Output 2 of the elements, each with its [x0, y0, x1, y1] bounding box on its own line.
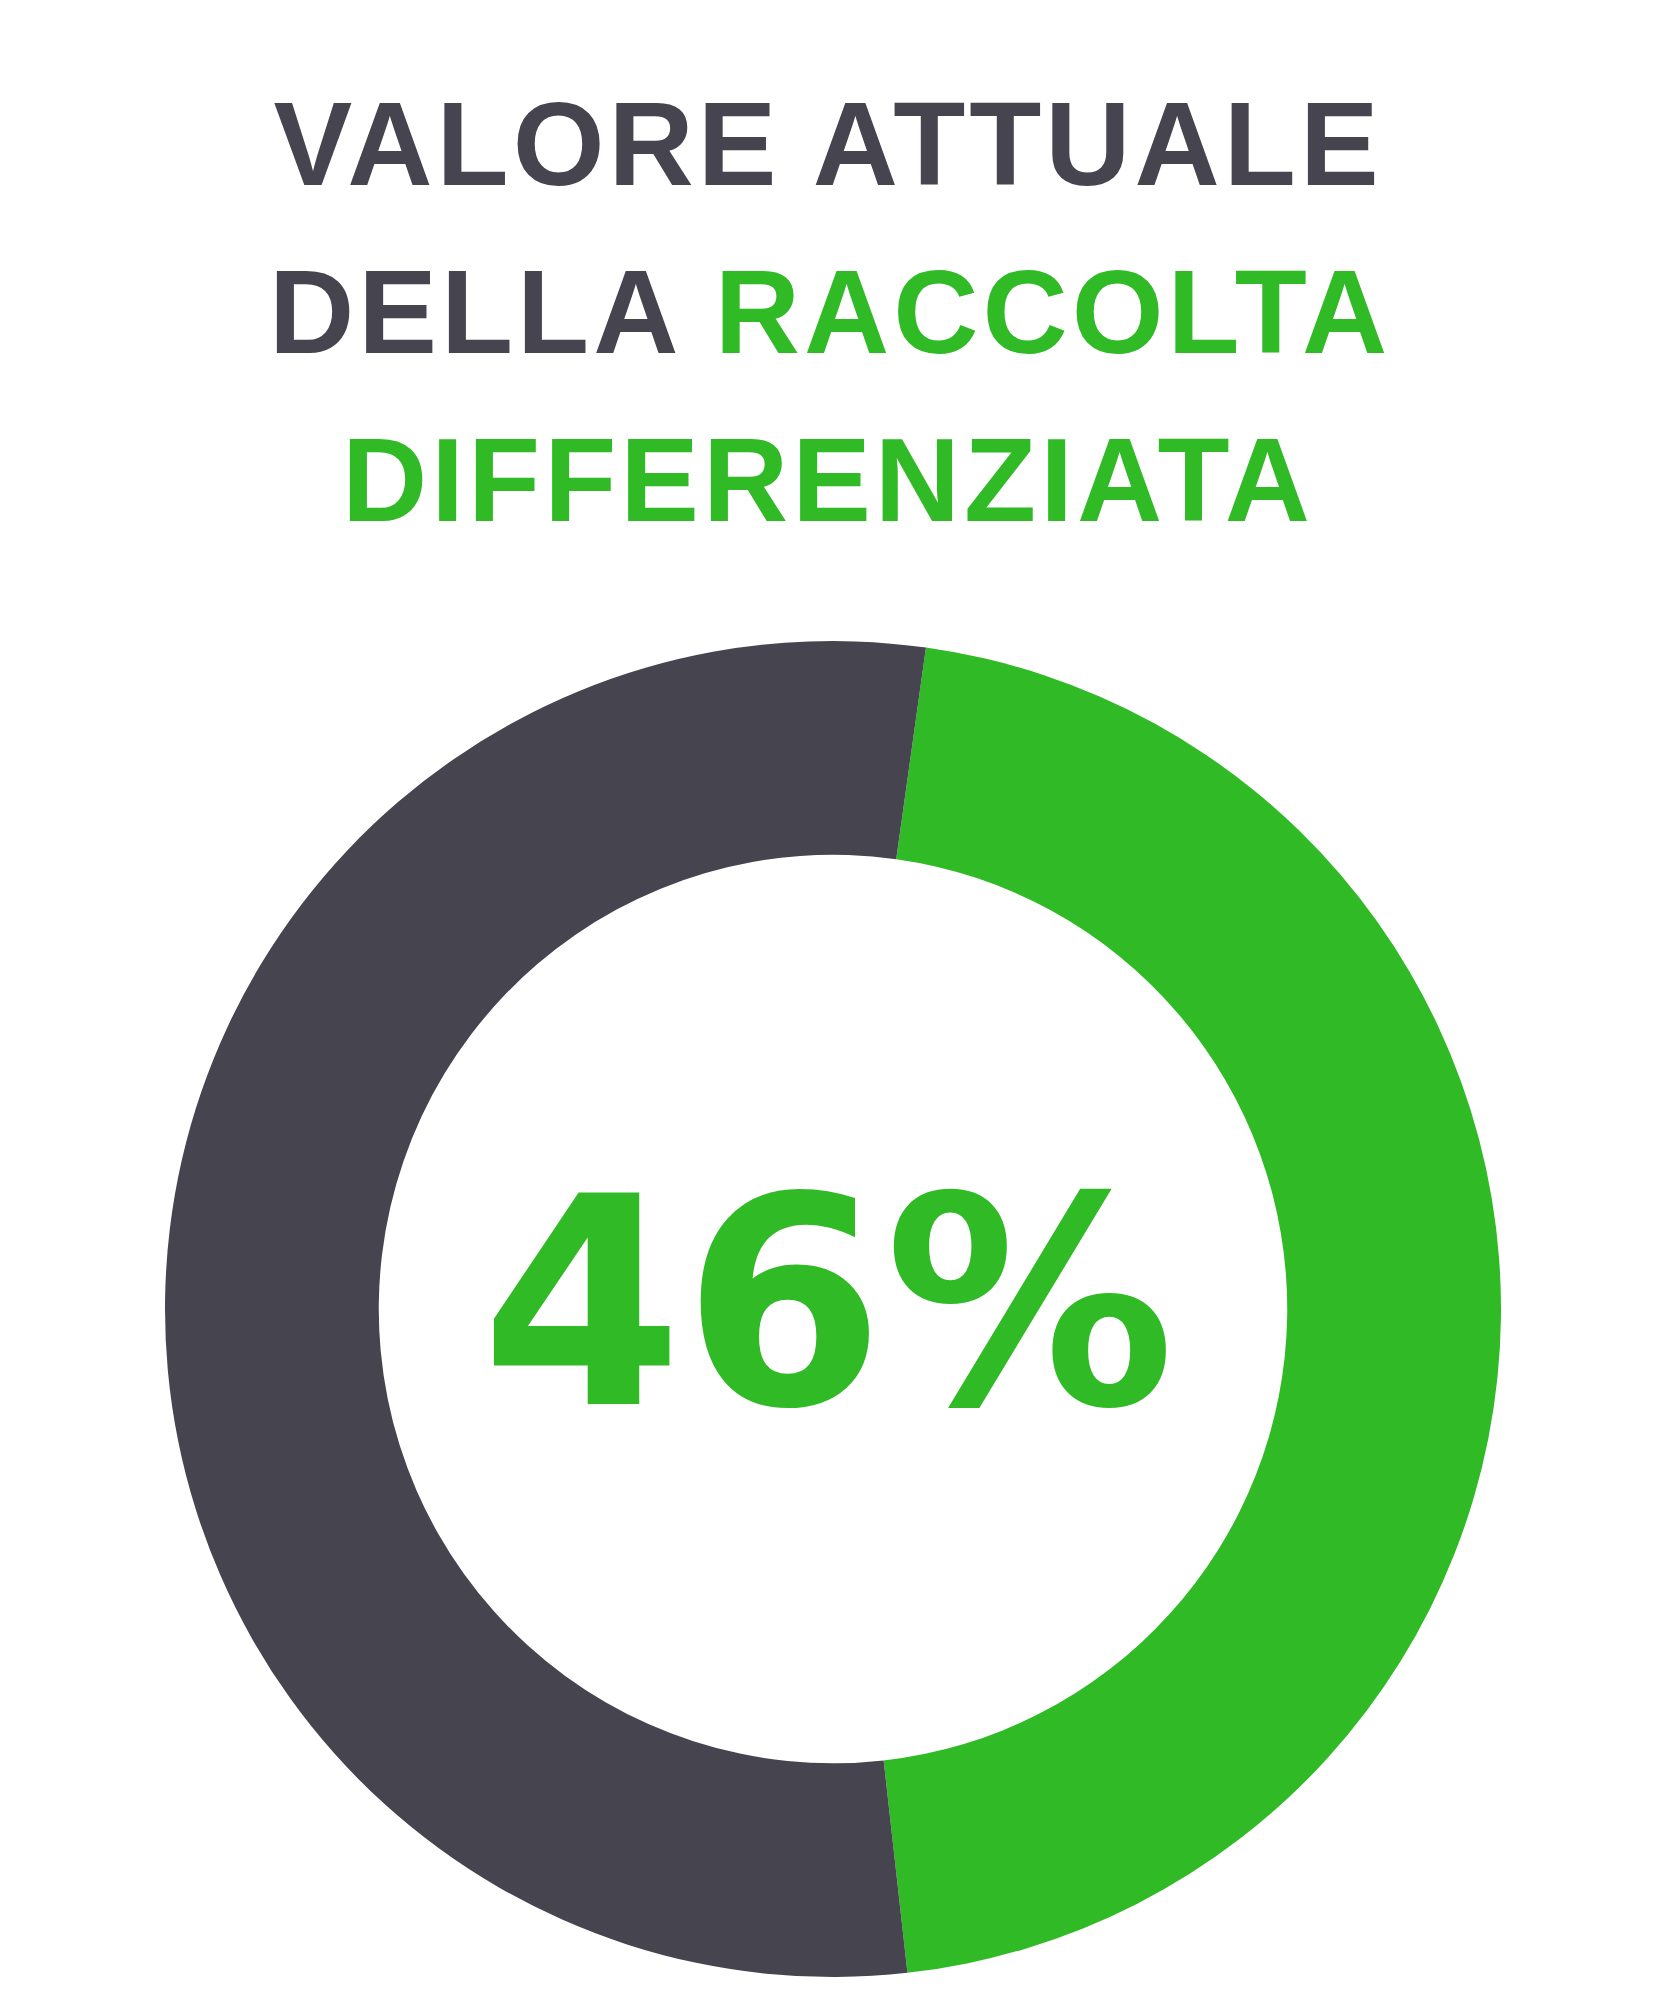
text: 46%	[479, 1134, 1177, 1474]
chart-title: VALORE ATTUALE DELLA RACCOLTA DIFFERENZIATA	[269, 78, 1387, 546]
